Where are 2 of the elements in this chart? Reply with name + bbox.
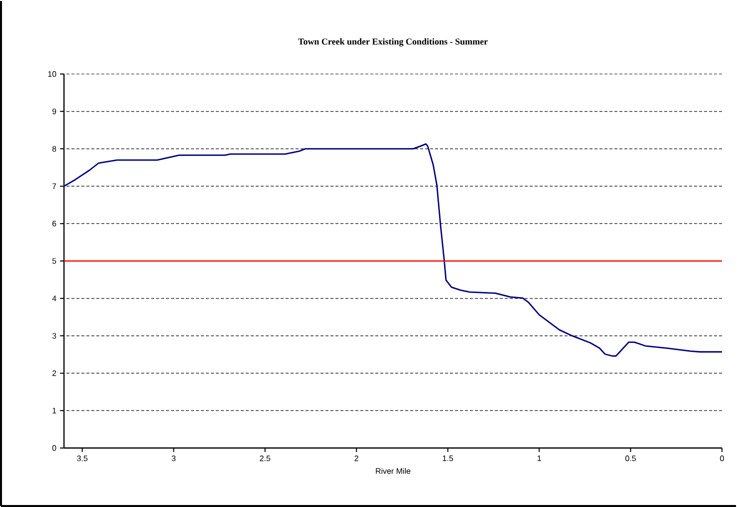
line-series: [63, 143, 723, 357]
chart-title: Town Creek under Existing Conditions - Summer: [298, 38, 488, 47]
